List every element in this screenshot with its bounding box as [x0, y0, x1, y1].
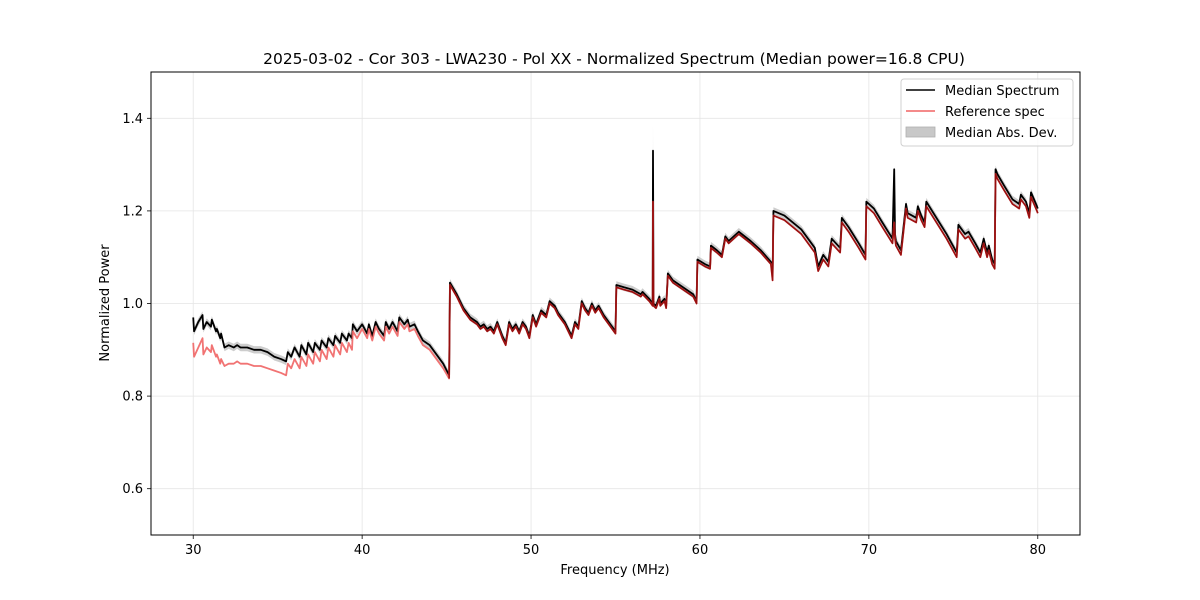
y-tick-label: 1.0: [122, 297, 143, 312]
x-tick-label: 50: [523, 543, 540, 558]
y-tick-label: 0.8: [122, 390, 143, 405]
legend-median-label: Median Spectrum: [945, 84, 1059, 99]
plot-area: [192, 125, 1039, 380]
y-tick-label: 1.4: [122, 112, 143, 127]
x-tick-label: 70: [861, 543, 878, 558]
legend-box: [900, 78, 1074, 147]
x-tick-label: 40: [354, 543, 371, 558]
x-tick-label: 30: [185, 543, 202, 558]
x-tick-label: 60: [692, 543, 709, 558]
x-axis: 30 40 50 60 70 80: [185, 535, 1046, 558]
y-tick-label: 1.2: [122, 204, 143, 219]
overlap-line: [448, 173, 1039, 379]
y-tick-label: 0.6: [122, 482, 143, 497]
chart-title: 2025-03-02 - Cor 303 - LWA230 - Pol XX -…: [263, 50, 965, 68]
legend-mad-label: Median Abs. Dev.: [945, 126, 1057, 141]
legend-mad-patch: [905, 126, 936, 138]
y-axis-label: Normalized Power: [98, 244, 113, 362]
x-axis-label: Frequency (MHz): [560, 563, 669, 578]
x-tick-label: 80: [1029, 543, 1046, 558]
legend: Median Spectrum Reference spec Median Ab…: [900, 78, 1074, 147]
legend-reference-label: Reference spec: [945, 105, 1045, 120]
y-axis: 0.6 0.8 1.0 1.2 1.4: [122, 112, 151, 497]
